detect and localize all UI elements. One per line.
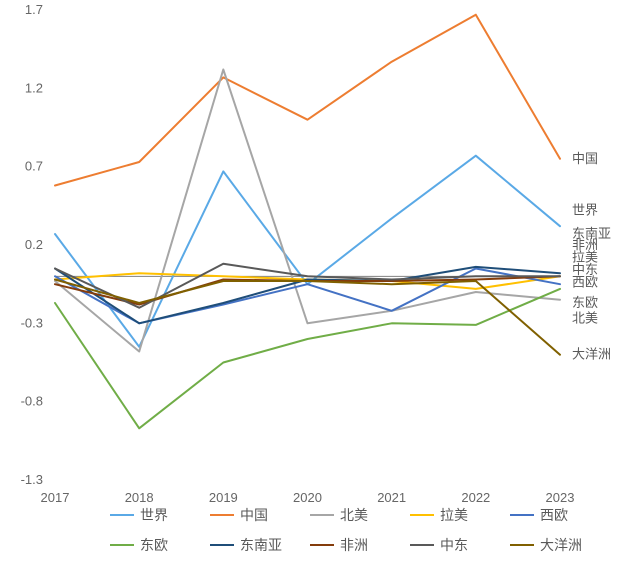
end-label-中国: 中国: [572, 151, 598, 166]
y-tick-label: -0.3: [21, 315, 43, 330]
y-tick-label: -0.8: [21, 394, 43, 409]
y-tick-label: -1.3: [21, 472, 43, 487]
legend-label: 中国: [240, 507, 268, 523]
chart-svg: -1.3 -0.8 -0.3 0.2 0.7 1.2 1.7 2017 2018 2019 2020…: [0, 0, 640, 569]
legend-label: 东南亚: [240, 537, 282, 553]
x-tick-label: 2019: [209, 490, 238, 505]
x-tick-label: 2017: [41, 490, 70, 505]
legend-label: 世界: [140, 507, 168, 523]
y-tick-label: 1.7: [25, 2, 43, 17]
legend-label: 中东: [440, 537, 468, 553]
legend-label: 拉美: [440, 507, 468, 523]
end-label-北美: 北美: [572, 311, 598, 326]
y-tick-label: 1.2: [25, 80, 43, 95]
x-tick-label: 2021: [377, 490, 406, 505]
end-label-大洋洲: 大洋洲: [572, 347, 611, 362]
end-label-世界: 世界: [572, 203, 598, 218]
series-中国: [55, 15, 560, 186]
series-东欧: [55, 289, 560, 428]
x-tick-label: 2022: [461, 490, 490, 505]
legend-label: 西欧: [540, 507, 568, 523]
end-label-中东: 中东: [572, 262, 598, 277]
y-tick-label: 0.7: [25, 159, 43, 174]
end-label-东欧: 东欧: [572, 295, 598, 310]
x-tick-label: 2018: [125, 490, 154, 505]
x-tick-label: 2023: [546, 490, 575, 505]
end-label-非洲: 非洲: [572, 237, 598, 252]
legend-label: 非洲: [340, 537, 368, 553]
y-tick-label: 0.2: [25, 237, 43, 252]
legend-label: 大洋洲: [540, 537, 582, 553]
x-tick-label: 2020: [293, 490, 322, 505]
legend-label: 东欧: [140, 537, 168, 553]
series-北美: [55, 70, 560, 352]
line-chart: -1.3 -0.8 -0.3 0.2 0.7 1.2 1.7 2017 2018 2019 2020…: [0, 0, 640, 569]
legend-label: 北美: [340, 507, 368, 523]
